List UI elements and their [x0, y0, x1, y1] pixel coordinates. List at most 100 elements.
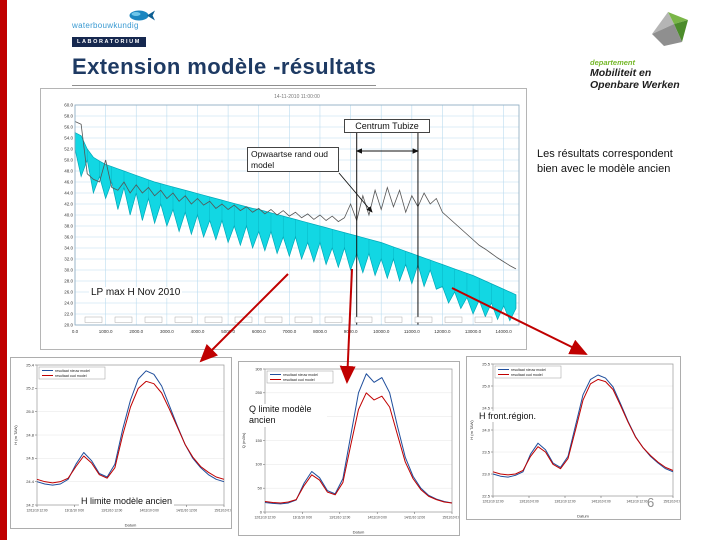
wl-logo-name: waterbouwkundig — [72, 21, 139, 30]
svg-text:32.0: 32.0 — [64, 257, 73, 262]
svg-text:H (m TAW): H (m TAW) — [13, 425, 18, 445]
svg-text:14/11/10 12:00: 14/11/10 12:00 — [176, 509, 197, 513]
chart-label-q-limit: Q limite modèle ancien — [247, 404, 327, 427]
svg-text:6000.0: 6000.0 — [252, 329, 266, 334]
svg-text:54.0: 54.0 — [64, 136, 73, 141]
svg-text:36.0: 36.0 — [64, 235, 73, 240]
svg-text:34.0: 34.0 — [64, 246, 73, 251]
svg-text:150: 150 — [255, 438, 262, 443]
svg-text:13/11/10 0:00: 13/11/10 0:00 — [293, 516, 312, 520]
svg-text:4000.0: 4000.0 — [191, 329, 205, 334]
svg-text:13/11/10 12:00: 13/11/10 12:00 — [554, 500, 575, 504]
svg-text:14/11/10 0:00: 14/11/10 0:00 — [140, 509, 159, 513]
svg-text:42.0: 42.0 — [64, 202, 73, 207]
svg-text:7000.0: 7000.0 — [282, 329, 296, 334]
mow-department-logo: departement Mobiliteit en Openbare Werke… — [590, 8, 710, 92]
svg-text:38.0: 38.0 — [64, 224, 73, 229]
svg-text:Datum: Datum — [125, 523, 137, 528]
waterbouwkundig-laboratorium-logo: waterbouwkundig LABORATORIUM — [72, 8, 182, 48]
svg-text:60.0: 60.0 — [64, 103, 73, 108]
svg-text:13/11/10 0:00: 13/11/10 0:00 — [65, 509, 84, 513]
h-limit-plot: 24.2 24.4 24.6 24.8 25.0 25.2 25.4 12/11/10 12:… — [13, 362, 234, 528]
svg-text:13/11/10 0:00: 13/11/10 0:00 — [519, 500, 538, 504]
mow-dept-label: departement — [590, 58, 636, 67]
slide-title: Extension modèle -résultats — [72, 54, 377, 86]
svg-text:14000.0: 14000.0 — [496, 329, 513, 334]
chart-label-h-front: H front.région. — [477, 411, 539, 423]
svg-text:14-11-2010 11:00:00: 14-11-2010 11:00:00 — [274, 94, 320, 100]
svg-text:resultaat oud model: resultaat oud model — [283, 378, 315, 382]
mow-name-line2: Openbare Werken — [590, 79, 680, 92]
svg-text:resultaat nieuw model: resultaat nieuw model — [511, 368, 546, 372]
svg-text:14/11/10 0:00: 14/11/10 0:00 — [591, 500, 610, 504]
mow-leaf-icon — [652, 12, 688, 46]
left-accent-bar — [0, 0, 7, 540]
svg-text:13000.0: 13000.0 — [465, 329, 482, 334]
svg-text:12000.0: 12000.0 — [434, 329, 451, 334]
svg-text:resultaat oud model: resultaat oud model — [55, 374, 87, 378]
svg-text:Q (m3/s): Q (m3/s) — [241, 432, 246, 448]
svg-text:2000.0: 2000.0 — [129, 329, 143, 334]
chart-h-limit-old-model: 24.2 24.4 24.6 24.8 25.0 25.2 25.4 12/11/10 12:… — [10, 357, 234, 529]
svg-text:300: 300 — [255, 366, 262, 371]
profile-plot: 0.0 1000.0 2000.0 3000.0 4000.0 5000.0 6000.0 7… — [64, 94, 520, 334]
svg-text:56.0: 56.0 — [64, 125, 73, 130]
svg-text:48.0: 48.0 — [64, 169, 73, 174]
svg-text:8000.0: 8000.0 — [313, 329, 327, 334]
svg-text:24.5: 24.5 — [482, 405, 491, 410]
svg-text:14/11/10 12:00: 14/11/10 12:00 — [404, 516, 425, 520]
mow-name-line1: Mobiliteit en — [590, 67, 652, 79]
svg-text:24.0: 24.0 — [482, 427, 491, 432]
conclusion-note: Les résultats correspondent bien avec le… — [537, 148, 673, 175]
fish-icon — [129, 10, 155, 21]
svg-text:22.5: 22.5 — [482, 493, 491, 498]
svg-text:46.0: 46.0 — [64, 180, 73, 185]
annotation-centrum-tubize: Centrum Tubize — [344, 119, 430, 133]
svg-text:12/11/10 12:00: 12/11/10 12:00 — [254, 516, 275, 520]
svg-text:15/11/10 0:00: 15/11/10 0:00 — [214, 509, 231, 513]
svg-text:30.0: 30.0 — [64, 268, 73, 273]
svg-text:23.5: 23.5 — [482, 449, 491, 454]
chart-q-limit-old-model: 05010015020025030012/11/10 12:0013/11/10… — [238, 361, 462, 536]
svg-text:12/11/10 12:00: 12/11/10 12:00 — [26, 509, 47, 513]
svg-text:13/11/10 12:00: 13/11/10 12:00 — [101, 509, 122, 513]
svg-text:11000.0: 11000.0 — [404, 329, 420, 334]
svg-text:20.0: 20.0 — [64, 323, 73, 328]
svg-text:50.0: 50.0 — [64, 158, 73, 163]
longitudinal-profile-chart: 0.0 1000.0 2000.0 3000.0 4000.0 5000.0 6000.0 7… — [40, 88, 527, 350]
wl-logo-subtitle: LABORATORIUM — [72, 37, 146, 47]
svg-text:15/11/10 0:00: 15/11/10 0:00 — [663, 500, 680, 504]
svg-text:50: 50 — [258, 486, 263, 491]
svg-text:resultaat nieuw model: resultaat nieuw model — [283, 373, 318, 377]
h-front-plot: 22.5 23.0 23.5 24.0 24.5 25.0 25.5 12/11/10 12:… — [469, 361, 683, 519]
svg-text:25.5: 25.5 — [482, 361, 491, 366]
q-limit-plot: 05010015020025030012/11/10 12:0013/11/10… — [241, 366, 462, 535]
svg-text:Datum: Datum — [577, 514, 589, 519]
svg-text:25.4: 25.4 — [26, 362, 35, 367]
svg-text:Datum: Datum — [353, 530, 365, 535]
svg-text:0.0: 0.0 — [72, 329, 79, 334]
svg-text:52.0: 52.0 — [64, 147, 73, 152]
annotation-upstream-boundary: Opwaartse rand oud model — [247, 147, 339, 173]
svg-text:25.0: 25.0 — [26, 409, 35, 414]
svg-text:12/11/10 12:00: 12/11/10 12:00 — [482, 500, 503, 504]
page-number: 6 — [647, 495, 655, 510]
svg-text:40.0: 40.0 — [64, 213, 73, 218]
svg-text:13/11/10 12:00: 13/11/10 12:00 — [329, 516, 350, 520]
svg-text:1000.0: 1000.0 — [99, 329, 113, 334]
svg-text:44.0: 44.0 — [64, 191, 73, 196]
svg-text:3000.0: 3000.0 — [160, 329, 174, 334]
svg-text:58.0: 58.0 — [64, 114, 73, 119]
svg-text:28.0: 28.0 — [64, 279, 73, 284]
svg-text:14/11/10 12:00: 14/11/10 12:00 — [626, 500, 647, 504]
svg-text:H (m TAW): H (m TAW) — [469, 420, 474, 440]
svg-text:24.4: 24.4 — [26, 479, 35, 484]
svg-text:10000.0: 10000.0 — [373, 329, 390, 334]
svg-text:26.0: 26.0 — [64, 290, 73, 295]
svg-text:24.0: 24.0 — [64, 301, 73, 306]
svg-text:25.0: 25.0 — [482, 383, 491, 388]
svg-text:9000.0: 9000.0 — [344, 329, 358, 334]
svg-text:0: 0 — [260, 509, 263, 514]
svg-text:5000.0: 5000.0 — [221, 329, 235, 334]
